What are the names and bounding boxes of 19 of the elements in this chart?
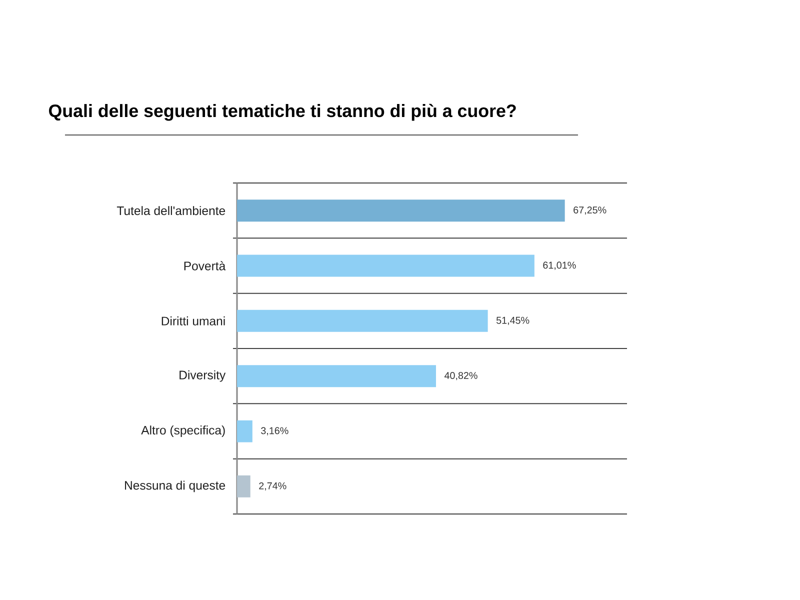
bar xyxy=(237,420,252,442)
data-label: 3,16% xyxy=(261,427,288,436)
y-tick-label: Diritti umani xyxy=(162,316,225,326)
data-label: 61,01% xyxy=(543,262,576,270)
bar xyxy=(237,365,436,388)
data-label: 2,74% xyxy=(259,482,286,490)
bar xyxy=(237,200,565,222)
y-tick-label: Nessuna di queste xyxy=(125,480,226,492)
y-tick-label: Povertà xyxy=(184,261,226,270)
y-tick-label: Diversity xyxy=(180,370,226,382)
data-label: 51,45% xyxy=(496,316,530,325)
y-tick-label: Tutela dell'ambiente xyxy=(116,206,226,216)
data-label: 67,25% xyxy=(574,206,606,215)
bar xyxy=(237,310,488,332)
chart-title: Quali delle seguenti tematiche ti stanno di più a cuore? xyxy=(49,104,516,121)
y-tick-label: Altro (specifica) xyxy=(141,426,225,437)
bar xyxy=(237,254,534,277)
data-label: 40,82% xyxy=(444,372,478,380)
bar xyxy=(237,475,250,498)
